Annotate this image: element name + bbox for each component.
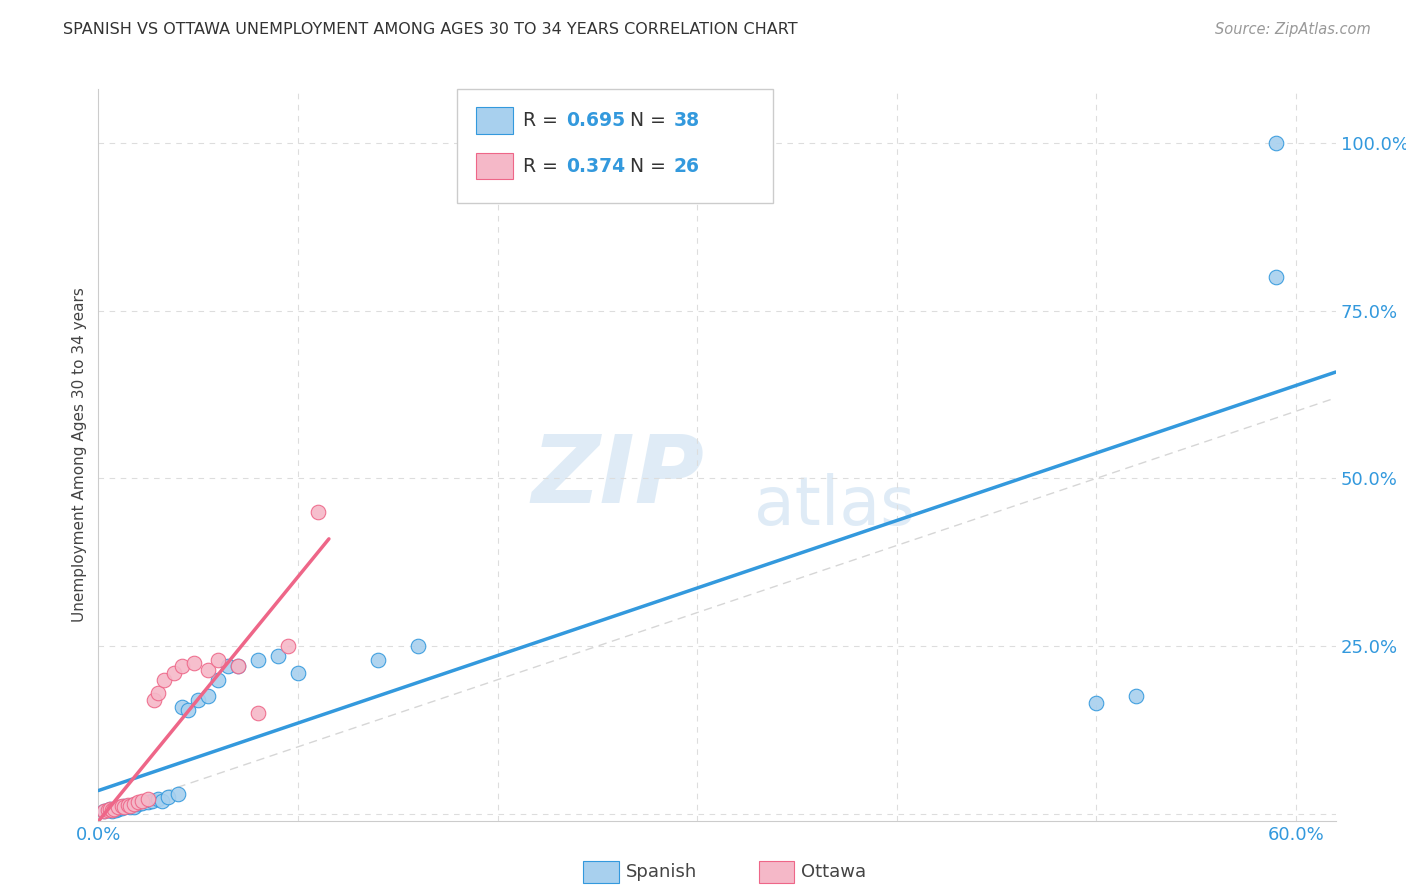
Point: [136, 795, 159, 809]
Point: [101, 804, 124, 818]
Point: [110, 800, 132, 814]
Point: [247, 706, 270, 721]
Point: [163, 665, 186, 680]
Point: [93, 804, 115, 818]
Point: [97, 803, 120, 817]
Point: [124, 797, 146, 811]
Point: [267, 649, 290, 664]
Point: [117, 798, 139, 813]
Point: [127, 795, 149, 809]
Point: [131, 796, 153, 810]
Point: [105, 803, 128, 817]
Point: [1125, 690, 1147, 704]
Point: [307, 505, 329, 519]
Text: R =: R =: [523, 156, 564, 176]
Point: [150, 793, 173, 807]
Point: [111, 801, 134, 815]
Text: Spanish: Spanish: [626, 863, 697, 881]
Point: [1264, 136, 1286, 150]
Point: [100, 802, 122, 816]
Point: [120, 800, 142, 814]
Point: [172, 659, 194, 673]
Point: [136, 792, 159, 806]
Text: 38: 38: [673, 112, 700, 130]
Point: [197, 663, 219, 677]
Point: [1085, 696, 1108, 710]
Point: [172, 699, 194, 714]
Text: R =: R =: [523, 112, 564, 130]
Point: [121, 798, 143, 813]
Point: [143, 693, 166, 707]
Y-axis label: Unemployment Among Ages 30 to 34 years: Unemployment Among Ages 30 to 34 years: [72, 287, 87, 623]
Point: [100, 802, 122, 816]
Text: atlas: atlas: [754, 473, 915, 539]
Point: [101, 803, 124, 817]
Text: 26: 26: [673, 156, 700, 176]
Point: [183, 656, 205, 670]
Text: 0.374: 0.374: [567, 156, 626, 176]
Point: [1264, 270, 1286, 285]
Point: [127, 797, 149, 811]
Point: [131, 793, 153, 807]
Text: Ottawa: Ottawa: [801, 863, 866, 881]
Point: [247, 652, 270, 666]
Point: [148, 686, 170, 700]
Point: [367, 652, 389, 666]
Text: SPANISH VS OTTAWA UNEMPLOYMENT AMONG AGES 30 TO 34 YEARS CORRELATION CHART: SPANISH VS OTTAWA UNEMPLOYMENT AMONG AGE…: [63, 22, 797, 37]
Point: [93, 804, 115, 818]
Point: [153, 673, 176, 687]
Point: [103, 801, 125, 815]
Point: [207, 673, 229, 687]
Point: [112, 798, 135, 813]
Point: [197, 690, 219, 704]
Point: [187, 693, 209, 707]
Point: [167, 787, 190, 801]
Point: [226, 659, 249, 673]
Point: [111, 798, 134, 813]
Point: [217, 659, 239, 673]
Point: [107, 800, 129, 814]
Text: ZIP: ZIP: [531, 431, 704, 523]
Point: [226, 659, 249, 673]
Point: [287, 665, 309, 680]
Point: [157, 790, 180, 805]
Point: [120, 798, 142, 813]
Text: N =: N =: [630, 112, 672, 130]
Point: [103, 801, 125, 815]
Point: [124, 799, 146, 814]
Text: Source: ZipAtlas.com: Source: ZipAtlas.com: [1215, 22, 1371, 37]
Text: 0.695: 0.695: [567, 112, 626, 130]
Point: [107, 801, 129, 815]
Point: [141, 793, 163, 807]
Bar: [475, 108, 513, 134]
Point: [406, 639, 429, 653]
Point: [112, 799, 135, 814]
Point: [97, 803, 120, 817]
FancyBboxPatch shape: [457, 89, 773, 202]
Point: [117, 798, 139, 813]
Point: [277, 639, 299, 653]
Bar: [475, 153, 513, 179]
Point: [148, 792, 170, 806]
Point: [207, 652, 229, 666]
Text: N =: N =: [630, 156, 672, 176]
Point: [177, 703, 200, 717]
